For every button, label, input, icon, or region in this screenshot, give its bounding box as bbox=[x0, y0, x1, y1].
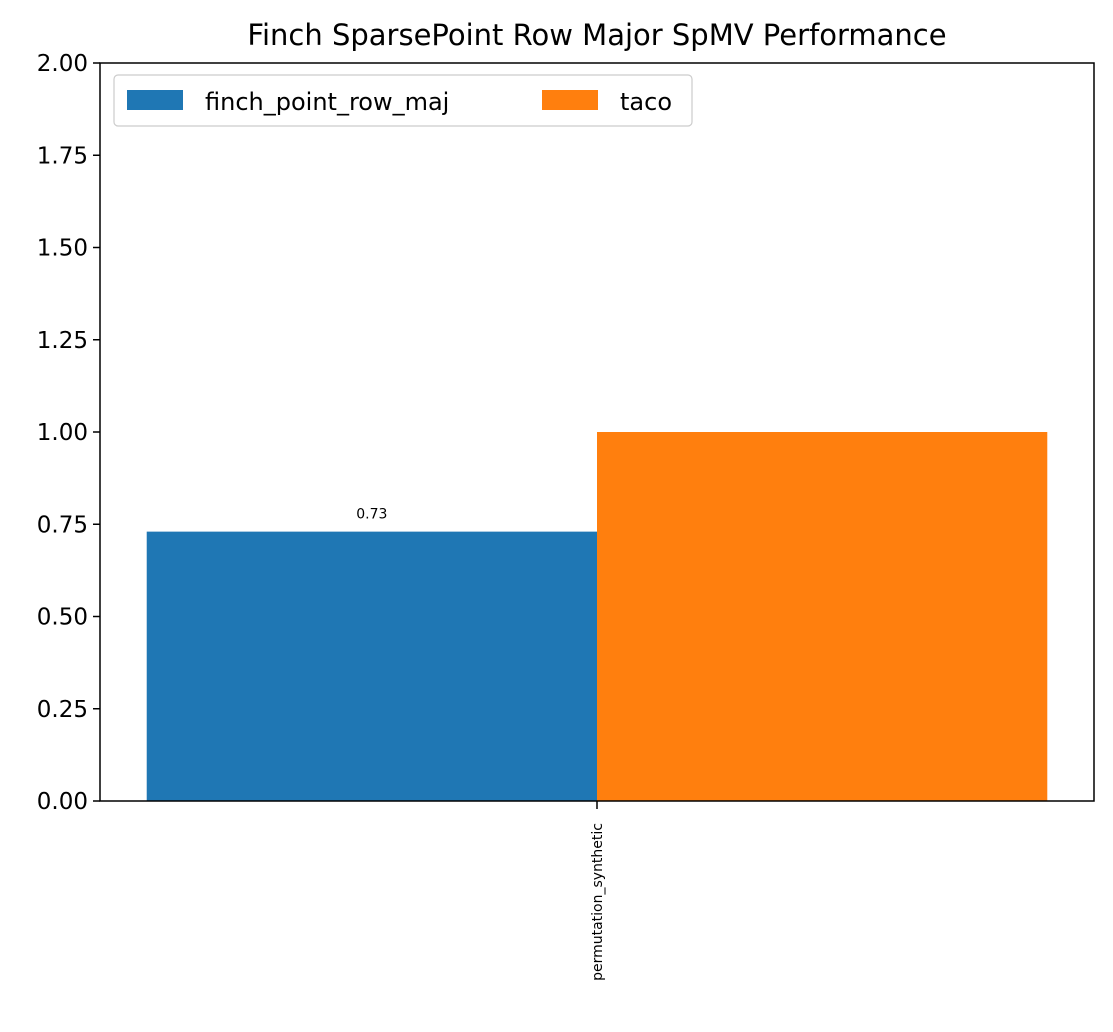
legend-swatch-taco bbox=[542, 90, 598, 110]
y-tick-label: 0.75 bbox=[37, 512, 88, 538]
y-tick-label: 1.50 bbox=[37, 236, 88, 262]
data-label-finch-point-row-maj: 0.73 bbox=[356, 507, 387, 523]
bar-finch-point-row-maj bbox=[146, 531, 597, 801]
y-tick-label: 2.00 bbox=[37, 51, 88, 77]
legend-label-finch-point-row-maj: finch_point_row_maj bbox=[205, 88, 449, 116]
data-labels-layer: 0.73 bbox=[356, 507, 387, 523]
x-axis: permutation_synthetic bbox=[590, 801, 606, 981]
legend-label-taco: taco bbox=[620, 88, 672, 116]
y-tick-label: 1.75 bbox=[37, 143, 88, 169]
y-tick-label: 1.25 bbox=[37, 328, 88, 354]
bar-taco bbox=[597, 432, 1048, 801]
x-tick-label: permutation_synthetic bbox=[590, 823, 606, 981]
y-tick-label: 0.00 bbox=[37, 789, 88, 815]
y-tick-label: 0.50 bbox=[37, 605, 88, 631]
y-axis: 0.00 0.25 0.50 0.75 1.00 1.25 1.50 1.75 2.00 bbox=[37, 51, 100, 815]
legend: finch_point_row_maj taco bbox=[113, 74, 693, 127]
legend-frame bbox=[113, 74, 693, 127]
legend-swatch-finch-point-row-maj bbox=[127, 90, 183, 110]
chart-title: Finch SparsePoint Row Major SpMV Perform… bbox=[247, 18, 946, 52]
y-tick-label: 0.25 bbox=[37, 697, 88, 723]
y-tick-label: 1.00 bbox=[37, 420, 88, 446]
bars-layer bbox=[146, 432, 1048, 801]
